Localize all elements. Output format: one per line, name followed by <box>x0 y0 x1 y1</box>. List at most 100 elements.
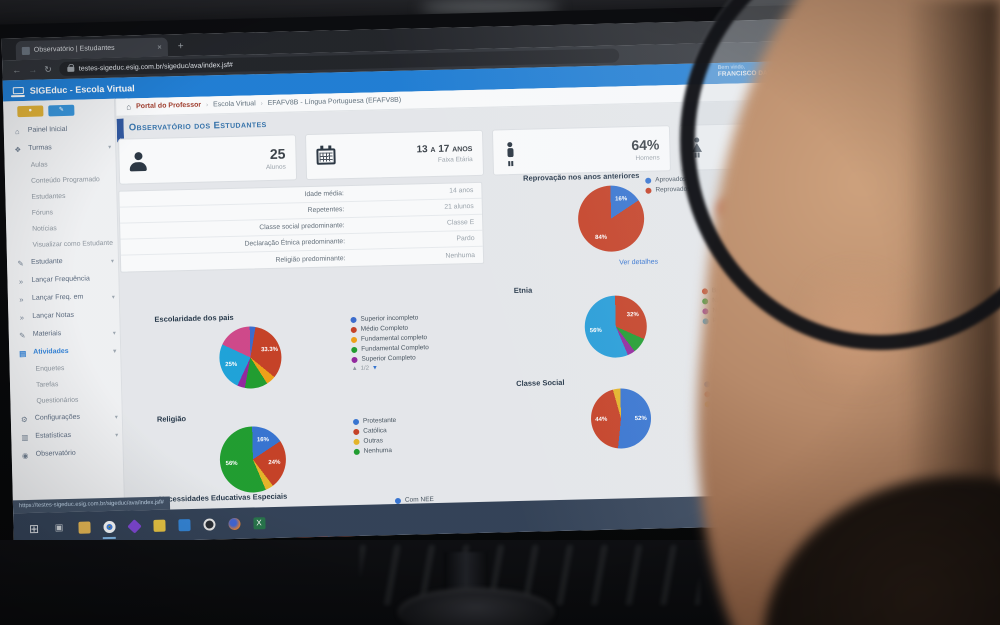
lock-icon <box>66 66 74 72</box>
details-link[interactable]: Ver detalhes <box>619 258 659 267</box>
sidebar-edit-button[interactable]: ✎ <box>48 104 75 117</box>
sidebar-menu: ⌂ Painel Inicial ❖ Turmas ▾ Aulas Conteúdo Pro… <box>4 120 123 465</box>
github-taskbar-icon[interactable] <box>202 517 216 531</box>
file-explorer-taskbar-icon[interactable] <box>77 520 91 534</box>
legend-label: Aprovados <box>655 175 687 184</box>
info-value: 14 anos <box>449 187 474 195</box>
info-label: Declaração Étnica predominante: <box>244 238 346 248</box>
legend-dot-icon <box>351 346 358 353</box>
excel-taskbar-icon[interactable]: X <box>252 516 266 529</box>
legend-dot-icon <box>350 336 358 343</box>
chart-title-reprovacao: Reprovação nos anos anteriores <box>523 170 640 183</box>
chrome-taskbar-icon[interactable] <box>102 520 116 533</box>
sidebar-item-label: Visualizar como Estudante <box>32 239 114 249</box>
legend-item-outras: Outras <box>353 437 396 445</box>
chevron-down-icon: ▾ <box>111 294 115 301</box>
legend-label: Fundamental completo <box>360 334 428 343</box>
legend-escolaridade: Superior incompleto Médio Completo Fundame… <box>350 314 429 372</box>
pagination-up-icon[interactable]: ▲ <box>351 365 358 373</box>
legend-dot-icon <box>394 497 402 504</box>
pagination-down-icon[interactable]: ▼ <box>371 365 379 372</box>
legend-label: Outras <box>363 437 384 445</box>
chevron-down-icon: ▾ <box>110 258 115 265</box>
sidebar-buttons: ● ✎ <box>3 99 114 123</box>
stat-text: 13 a 17 anos Faixa Etária <box>416 143 472 164</box>
stat-card-alunos: 25 Alunos <box>118 134 298 185</box>
chart-title-escolaridade: Escolaridade dos pais <box>154 312 234 324</box>
legend-dot-icon <box>645 187 652 194</box>
legend-item-catolica: Católica <box>353 427 396 435</box>
forward-icon[interactable]: → <box>28 64 38 75</box>
edit-icon: ✎ <box>17 258 24 268</box>
legend-item-superior-completo: Superior Completo <box>351 354 429 363</box>
stat-value: 64% <box>631 135 660 153</box>
chart-icon: ▥ <box>21 432 29 442</box>
calendar-icon <box>316 148 336 165</box>
gear-icon: ⚙ <box>20 414 28 424</box>
pie-value-label: 24% <box>268 459 281 467</box>
legend-dot-icon <box>350 326 357 333</box>
legend-label: Superior incompleto <box>360 314 419 323</box>
breadcrumb-link-portal-do-professor[interactable]: Portal do Professor <box>136 101 202 111</box>
sidebar-item-label: Fóruns <box>31 209 54 217</box>
favicon-icon <box>21 46 30 55</box>
info-value: Pardo <box>456 234 475 243</box>
back-icon[interactable]: ← <box>12 65 22 76</box>
task-view-taskbar-icon[interactable]: ▣ <box>54 522 64 533</box>
info-label: Classe social predominante: <box>259 222 345 232</box>
sidebar-item-label: Enquetes <box>35 365 65 373</box>
legend-label: Católica <box>363 427 387 435</box>
vscode-taskbar-icon[interactable] <box>177 518 191 531</box>
breadcrumb-link-efafv8b-lingua-portuguesa-efafv8b[interactable]: EFAFV8B - Língua Portuguesa (EFAFV8B) <box>267 96 402 108</box>
info-label: Idade média: <box>304 190 344 199</box>
home-icon[interactable]: ⌂ <box>126 102 132 112</box>
info-value: 21 alunos <box>444 203 474 211</box>
close-tab-icon[interactable]: × <box>157 42 162 52</box>
app-yellow-taskbar-icon[interactable] <box>152 519 166 532</box>
pie-etnia[interactable]: 32% 56% <box>584 294 648 359</box>
pie-value-label: 32% <box>626 312 639 319</box>
breadcrumb-link-escola-virtual[interactable]: Escola Virtual <box>212 100 256 109</box>
legend-item-medio-completo: Médio Completo <box>350 324 429 333</box>
pie-value-label: 25% <box>225 361 238 368</box>
pie-value-label: 33.3% <box>260 347 279 354</box>
sidebar-yellow-button[interactable]: ● <box>17 105 44 118</box>
info-label: Religião predominante: <box>275 254 346 264</box>
sidebar-item-observatorio[interactable]: ◉ Observatório <box>12 444 123 465</box>
sidebar-item-label: Estudante <box>30 258 63 266</box>
pie-value-label: 56% <box>225 460 238 468</box>
legend-item-reprovados: Reprovados <box>645 186 691 194</box>
sidebar-item-label: Estatísticas <box>35 431 72 440</box>
chart-title-classe: Classe Social <box>516 377 565 389</box>
sidebar-item-label: Lançar Freq. em <box>31 293 84 302</box>
app-title: SIGEduc - Escola Virtual <box>29 82 135 96</box>
legend-dot-icon <box>352 418 360 425</box>
start-taskbar-icon[interactable]: ⊞ <box>28 521 40 536</box>
legend-label: Nenhuma <box>363 447 393 455</box>
legend-item-superior-incompleto: Superior incompleto <box>350 314 428 323</box>
pie-reprovacao[interactable]: 16% 84% <box>577 184 645 253</box>
stat-text: 64% Homens <box>631 136 660 162</box>
arrows-icon: » <box>19 294 24 304</box>
pie-classe[interactable]: 52% 44% <box>590 387 652 450</box>
sidebar-item-label: Turmas <box>28 144 52 152</box>
info-value: Nenhuma <box>445 251 476 260</box>
breadcrumb-separator: › <box>260 100 263 107</box>
tasks-icon: ▤ <box>19 348 27 358</box>
app-orange-taskbar-icon[interactable] <box>227 517 241 530</box>
new-tab-button[interactable]: + <box>177 41 184 53</box>
reload-icon[interactable]: ↻ <box>44 63 52 74</box>
legend-dot-icon <box>353 438 360 445</box>
app-purple-taskbar-icon[interactable] <box>126 518 142 534</box>
edit-icon: ✎ <box>19 330 26 340</box>
legend-label: Protestante <box>362 416 397 425</box>
sidebar: ● ✎ ⌂ Painel Inicial ❖ Turmas ▾ Aulas Conteúdo… <box>3 98 126 517</box>
legend-label: Fundamental Completo <box>361 344 429 353</box>
legend-label: Superior Completo <box>361 354 416 363</box>
pie-value-label: 56% <box>589 327 602 335</box>
stat-card-faixa-etaria: 13 a 17 anos Faixa Etária <box>304 129 485 181</box>
chevron-down-icon: ▾ <box>115 432 119 439</box>
pie-escolaridade[interactable]: 33.3% 25% <box>218 325 283 390</box>
info-label: Repetentes: <box>307 206 345 215</box>
person-icon <box>129 151 146 170</box>
